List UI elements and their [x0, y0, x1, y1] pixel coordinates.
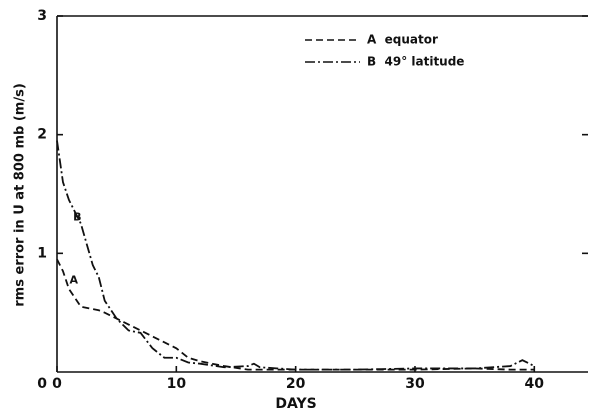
origin-label: 0 [37, 376, 47, 392]
x-tick-label: 20 [286, 376, 306, 392]
x-axis-label: DAYS [275, 396, 316, 412]
legend-label: A equator [367, 33, 438, 47]
y-tick-label: 3 [37, 8, 47, 24]
x-tick-label: 0 [52, 376, 62, 392]
x-tick-label: 40 [525, 376, 545, 392]
y-tick-label: 2 [37, 127, 47, 143]
annotation: A [69, 274, 78, 287]
annotation: B [73, 211, 81, 224]
series-line [56, 258, 535, 371]
y-tick-label: 1 [37, 245, 47, 261]
y-axis-label: rms error in U at 800 mb (m/s) [13, 83, 28, 307]
series-line [56, 140, 535, 371]
x-tick-label: 10 [167, 376, 187, 392]
legend-label: B 49° latitude [367, 55, 464, 69]
x-tick-label: 30 [405, 376, 425, 392]
